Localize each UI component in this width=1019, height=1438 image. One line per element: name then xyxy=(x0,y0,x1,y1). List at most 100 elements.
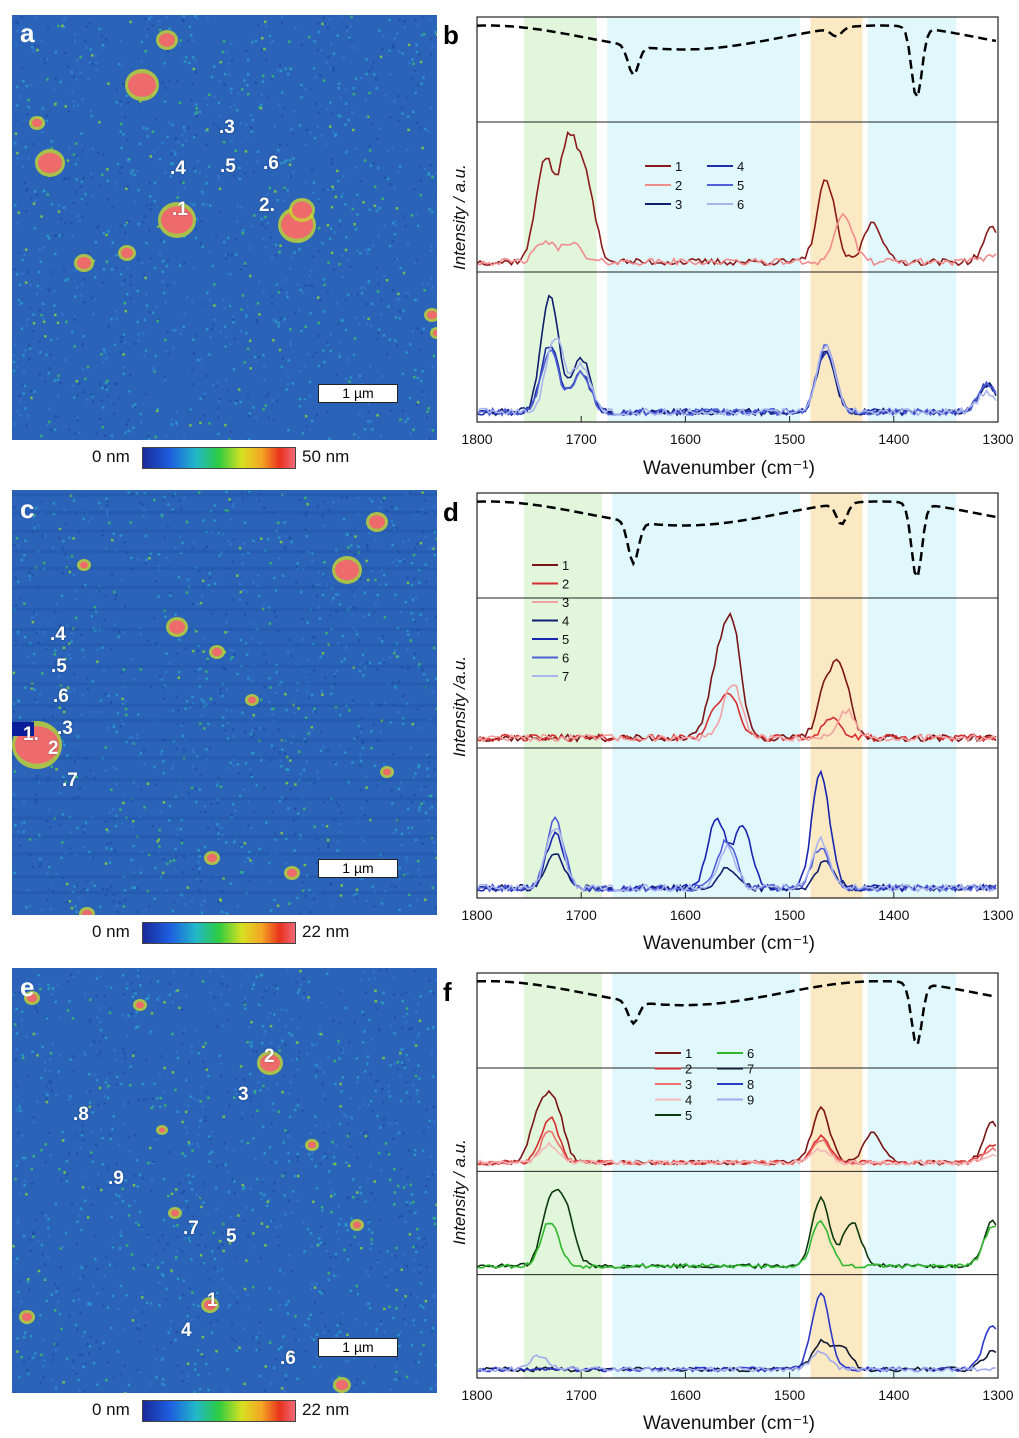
plot-frame xyxy=(476,972,999,1379)
colorbar-a xyxy=(142,447,296,469)
particle xyxy=(159,1127,165,1133)
highlight-band xyxy=(810,973,863,1378)
point-label-c: .6 xyxy=(53,686,69,707)
point-label-a: .3 xyxy=(219,117,235,138)
afm-image-e xyxy=(12,968,437,1393)
particle xyxy=(212,647,222,657)
x-tick-label: 1500 xyxy=(774,431,805,447)
spectra-chart-d: 1800 1700 1600 1500 1400 1300 1 2 3 4 5 6 7 xyxy=(461,490,1014,923)
particle xyxy=(292,201,312,219)
point-label-e: .7 xyxy=(183,1218,199,1239)
particle xyxy=(38,152,62,174)
afm-particles xyxy=(19,991,364,1393)
colorbar-e xyxy=(142,1400,296,1422)
afm-texture xyxy=(12,968,437,1393)
point-label-c: .3 xyxy=(57,718,73,739)
legend-label: 4 xyxy=(562,614,569,629)
point-label-c: .5 xyxy=(51,656,67,677)
x-axis-label-b: Wavenumber (cm⁻¹) xyxy=(643,458,815,479)
afm-texture xyxy=(12,15,437,440)
particle xyxy=(121,247,133,259)
point-label-e: 5 xyxy=(226,1226,237,1247)
spectrum-series-6 xyxy=(476,1219,997,1270)
colorbar-max-e: 22 nm xyxy=(302,1400,350,1419)
x-tick-label: 1600 xyxy=(670,1387,701,1403)
x-axis-label-d: Wavenumber (cm⁻¹) xyxy=(643,933,815,954)
legend-label: 9 xyxy=(747,1093,754,1108)
spectra-chart-b: 1800 1700 1600 1500 1400 1300 1 2 3 4 5 6 xyxy=(461,14,1014,447)
x-tick-label: 1800 xyxy=(461,431,492,447)
spectrum-series-3 xyxy=(476,684,997,743)
x-tick-label: 1500 xyxy=(774,1387,805,1403)
point-label-a: .4 xyxy=(170,158,186,179)
panel-label-c: c xyxy=(20,494,35,524)
legend-label: 5 xyxy=(562,632,569,647)
point-label-c: .4 xyxy=(50,624,66,645)
legend-label: 3 xyxy=(685,1077,692,1092)
point-label-c: 2 xyxy=(48,738,59,759)
x-tick-label: 1400 xyxy=(878,431,909,447)
colorbar-max-a: 50 nm xyxy=(302,447,350,466)
particle xyxy=(427,310,437,320)
point-label-e: .9 xyxy=(108,1168,124,1189)
afm-image-c xyxy=(12,490,437,915)
legend-label: 6 xyxy=(747,1046,754,1061)
afm-background xyxy=(12,968,437,1393)
highlight-band xyxy=(612,493,801,898)
colorbar-min-e: 0 nm xyxy=(92,1400,130,1419)
x-tick-label: 1400 xyxy=(878,907,909,923)
particle xyxy=(82,909,92,915)
reference-spectrum xyxy=(477,500,997,581)
x-tick-label: 1600 xyxy=(670,907,701,923)
particle xyxy=(169,620,185,634)
x-tick-label: 1800 xyxy=(461,907,492,923)
afm-image-a xyxy=(12,15,437,440)
point-label-a: .5 xyxy=(220,156,236,177)
particle xyxy=(80,561,88,569)
highlight-band xyxy=(523,493,603,898)
colorbar-c xyxy=(142,922,296,944)
particle xyxy=(128,73,156,97)
x-tick-label: 1300 xyxy=(982,1387,1013,1403)
spectrum-series-2 xyxy=(476,212,997,267)
x-tick-label: 1400 xyxy=(878,1387,909,1403)
legend-label: 1 xyxy=(562,558,569,573)
legend-label: 7 xyxy=(747,1062,754,1077)
particle xyxy=(207,853,217,863)
legend-label: 3 xyxy=(562,595,569,610)
point-label-a: .1 xyxy=(172,199,188,220)
panel-label-a: a xyxy=(20,18,35,48)
legend-label: 1 xyxy=(685,1046,692,1061)
legend-label: 6 xyxy=(562,651,569,666)
particle xyxy=(204,1299,216,1311)
plot-frame xyxy=(476,492,999,899)
reference-spectrum xyxy=(477,24,997,100)
particle xyxy=(27,993,37,1003)
y-axis-label-f: Intensity / a.u. xyxy=(450,1139,469,1245)
particle xyxy=(248,696,256,704)
particle xyxy=(32,118,42,128)
point-label-e: 1 xyxy=(207,1290,218,1311)
particle xyxy=(171,1209,179,1217)
highlight-band xyxy=(867,17,957,422)
particle xyxy=(308,1141,316,1149)
panel-label-d: d xyxy=(443,497,459,527)
particle xyxy=(161,206,193,234)
point-label-e: .8 xyxy=(73,1104,89,1125)
point-label-a: 2. xyxy=(259,195,275,216)
spectrum-series-6 xyxy=(476,337,997,417)
y-axis-label-b: Intensity / a.u. xyxy=(450,164,469,270)
highlight-band xyxy=(607,17,801,422)
particle xyxy=(433,329,437,337)
point-label-e: .6 xyxy=(280,1348,296,1369)
colorbar-min-c: 0 nm xyxy=(92,922,130,941)
x-tick-label: 1800 xyxy=(461,1387,492,1403)
highlight-band xyxy=(612,973,801,1378)
particle xyxy=(22,1312,32,1322)
scale-bar-e: 1 µm xyxy=(318,1338,398,1357)
highlight-band xyxy=(867,973,957,1378)
x-tick-label: 1300 xyxy=(982,431,1013,447)
legend-label: 8 xyxy=(747,1077,754,1092)
legend-label: 5 xyxy=(737,178,744,193)
legend-label: 3 xyxy=(675,197,682,212)
